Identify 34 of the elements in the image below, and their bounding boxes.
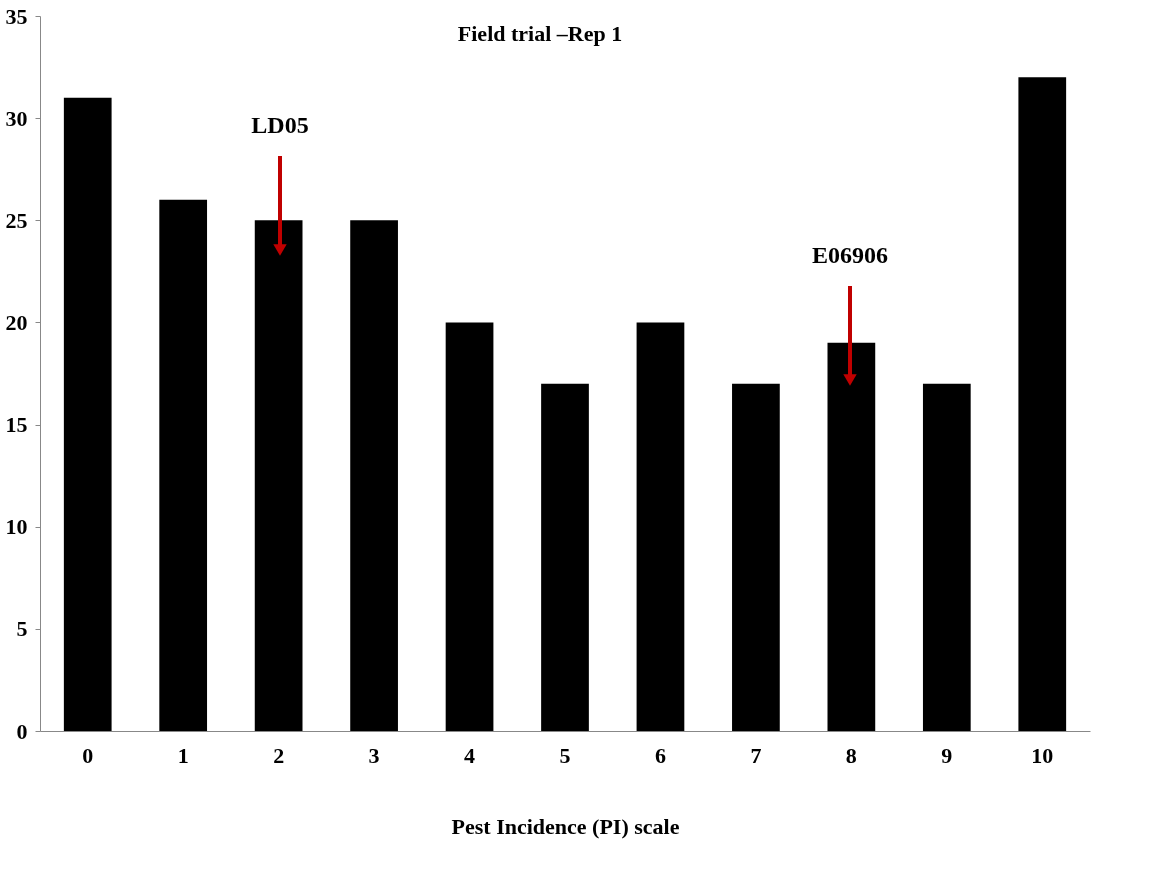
x-tick-label: 1 bbox=[177, 742, 189, 768]
x-tick-label: 6 bbox=[654, 742, 666, 768]
x-tick-label: 7 bbox=[750, 742, 762, 768]
bar bbox=[350, 220, 398, 731]
x-tick-label: 8 bbox=[845, 742, 857, 768]
x-tick-label: 3 bbox=[368, 742, 380, 768]
annotation: E06906 bbox=[811, 242, 889, 268]
bar bbox=[827, 342, 876, 731]
y-tick-label: 30 bbox=[5, 105, 28, 131]
annotation: LD05 bbox=[251, 112, 309, 138]
x-tick-label: 2 bbox=[273, 742, 285, 768]
bar bbox=[922, 383, 971, 731]
bar bbox=[254, 220, 303, 731]
y-tick-label: 0 bbox=[16, 718, 28, 744]
y-tick-label: 15 bbox=[5, 412, 28, 438]
y-tick-label: 25 bbox=[5, 207, 28, 233]
chart-title: Field trial –Rep 1 bbox=[457, 21, 623, 46]
x-axis-title: Pest Incidence (PI) scale bbox=[451, 813, 680, 839]
bar bbox=[636, 322, 685, 731]
y-tick-label: 20 bbox=[5, 309, 28, 335]
x-tick-label: 4 bbox=[464, 742, 476, 768]
bar bbox=[445, 322, 494, 731]
y-tick-label: 10 bbox=[5, 514, 28, 540]
bar bbox=[1018, 77, 1067, 731]
bar bbox=[63, 97, 112, 731]
y-tick-label: 35 bbox=[5, 3, 28, 29]
bar bbox=[541, 383, 589, 731]
y-tick-label: 5 bbox=[16, 616, 28, 642]
bar bbox=[159, 199, 208, 731]
x-tick-label: 10 bbox=[1031, 742, 1054, 768]
x-tick-label: 5 bbox=[559, 742, 571, 768]
x-tick-label: 9 bbox=[941, 742, 953, 768]
bar bbox=[732, 383, 780, 731]
x-tick-label: 0 bbox=[82, 742, 94, 768]
